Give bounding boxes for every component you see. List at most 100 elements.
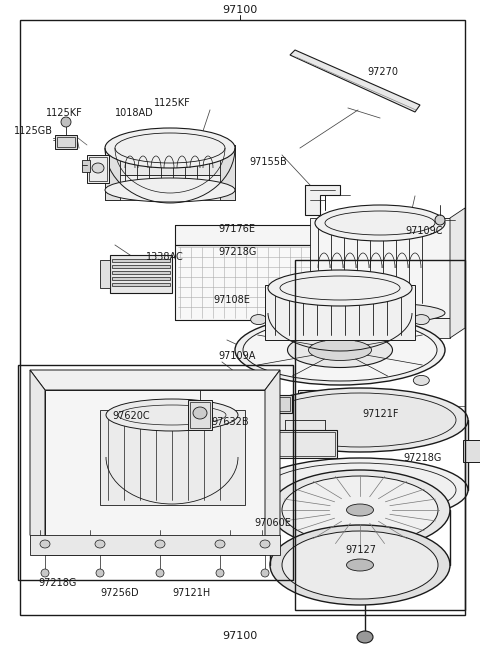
Text: 1018AD: 1018AD bbox=[115, 107, 154, 118]
Ellipse shape bbox=[357, 631, 373, 643]
Ellipse shape bbox=[96, 569, 104, 577]
Ellipse shape bbox=[84, 546, 96, 554]
Bar bbox=[112, 277, 170, 280]
Ellipse shape bbox=[215, 540, 225, 548]
Text: 97121H: 97121H bbox=[173, 588, 211, 598]
Text: 97218G: 97218G bbox=[403, 453, 442, 464]
Text: 97108E: 97108E bbox=[214, 295, 251, 305]
Ellipse shape bbox=[243, 319, 437, 381]
Ellipse shape bbox=[61, 117, 71, 127]
Bar bbox=[112, 265, 170, 268]
Ellipse shape bbox=[193, 407, 207, 419]
Text: 1125KF: 1125KF bbox=[154, 98, 191, 108]
Ellipse shape bbox=[413, 375, 429, 385]
Bar bbox=[87, 155, 109, 183]
Text: 1338AC: 1338AC bbox=[146, 252, 184, 263]
Text: 97155B: 97155B bbox=[250, 157, 288, 168]
Text: 97121F: 97121F bbox=[362, 409, 399, 419]
Polygon shape bbox=[30, 370, 45, 555]
Text: 97256D: 97256D bbox=[101, 588, 139, 598]
Ellipse shape bbox=[413, 314, 429, 325]
Bar bbox=[298, 390, 326, 440]
Bar bbox=[190, 402, 210, 428]
Bar bbox=[272, 430, 337, 458]
Bar bbox=[262, 397, 290, 411]
Ellipse shape bbox=[251, 375, 267, 385]
Ellipse shape bbox=[260, 540, 270, 548]
Ellipse shape bbox=[288, 333, 393, 367]
Ellipse shape bbox=[435, 215, 445, 225]
Text: 97109C: 97109C bbox=[406, 225, 443, 236]
Bar bbox=[112, 271, 170, 274]
Ellipse shape bbox=[154, 546, 166, 554]
Ellipse shape bbox=[249, 398, 261, 410]
Text: 97620C: 97620C bbox=[113, 411, 150, 421]
Ellipse shape bbox=[105, 178, 235, 202]
Ellipse shape bbox=[34, 546, 46, 554]
Ellipse shape bbox=[256, 546, 268, 554]
Ellipse shape bbox=[282, 476, 438, 544]
Bar bbox=[89, 157, 107, 181]
Bar bbox=[300, 392, 324, 438]
Ellipse shape bbox=[216, 569, 224, 577]
Polygon shape bbox=[45, 390, 265, 555]
Ellipse shape bbox=[235, 315, 445, 385]
Text: 1125GB: 1125GB bbox=[14, 126, 53, 136]
Ellipse shape bbox=[261, 569, 269, 577]
Polygon shape bbox=[100, 410, 245, 505]
Text: 97127: 97127 bbox=[346, 545, 377, 555]
Text: 97218G: 97218G bbox=[218, 247, 257, 257]
Ellipse shape bbox=[315, 303, 445, 323]
Polygon shape bbox=[175, 245, 350, 320]
Ellipse shape bbox=[224, 546, 236, 554]
Ellipse shape bbox=[251, 314, 267, 325]
Text: 97218G: 97218G bbox=[38, 578, 77, 588]
Polygon shape bbox=[105, 145, 120, 200]
Polygon shape bbox=[310, 218, 450, 318]
Ellipse shape bbox=[315, 205, 445, 241]
Bar bbox=[82, 160, 90, 172]
Bar bbox=[57, 137, 75, 147]
Polygon shape bbox=[100, 260, 110, 288]
Ellipse shape bbox=[41, 569, 49, 577]
Polygon shape bbox=[30, 535, 280, 555]
Bar bbox=[18, 365, 293, 580]
Ellipse shape bbox=[156, 569, 164, 577]
Bar bbox=[188, 400, 212, 430]
Text: 97176E: 97176E bbox=[218, 224, 255, 234]
Bar bbox=[274, 432, 335, 456]
Polygon shape bbox=[265, 370, 280, 555]
Text: 97109A: 97109A bbox=[218, 350, 256, 361]
Ellipse shape bbox=[106, 399, 238, 431]
Polygon shape bbox=[175, 225, 350, 245]
Text: 97270: 97270 bbox=[367, 67, 398, 77]
Bar bbox=[112, 259, 170, 262]
Text: 97100: 97100 bbox=[222, 5, 258, 15]
Ellipse shape bbox=[268, 270, 412, 306]
Text: 97060E: 97060E bbox=[254, 517, 291, 528]
Ellipse shape bbox=[270, 525, 450, 605]
Ellipse shape bbox=[282, 531, 438, 599]
Ellipse shape bbox=[309, 339, 372, 360]
Ellipse shape bbox=[347, 504, 373, 516]
Bar bbox=[110, 255, 172, 293]
Ellipse shape bbox=[95, 540, 105, 548]
Polygon shape bbox=[105, 175, 235, 200]
Ellipse shape bbox=[155, 540, 165, 548]
Polygon shape bbox=[305, 185, 340, 215]
Text: 1125KF: 1125KF bbox=[46, 107, 83, 118]
Ellipse shape bbox=[92, 163, 104, 173]
Ellipse shape bbox=[105, 128, 235, 168]
Ellipse shape bbox=[40, 540, 50, 548]
Bar bbox=[295, 260, 465, 610]
Polygon shape bbox=[105, 145, 235, 175]
Ellipse shape bbox=[270, 470, 450, 550]
Bar bbox=[463, 440, 480, 462]
Polygon shape bbox=[290, 50, 420, 112]
Polygon shape bbox=[350, 215, 365, 320]
Ellipse shape bbox=[252, 458, 468, 522]
Bar bbox=[55, 135, 77, 149]
Polygon shape bbox=[30, 370, 280, 390]
Polygon shape bbox=[310, 318, 450, 338]
Ellipse shape bbox=[252, 388, 468, 452]
